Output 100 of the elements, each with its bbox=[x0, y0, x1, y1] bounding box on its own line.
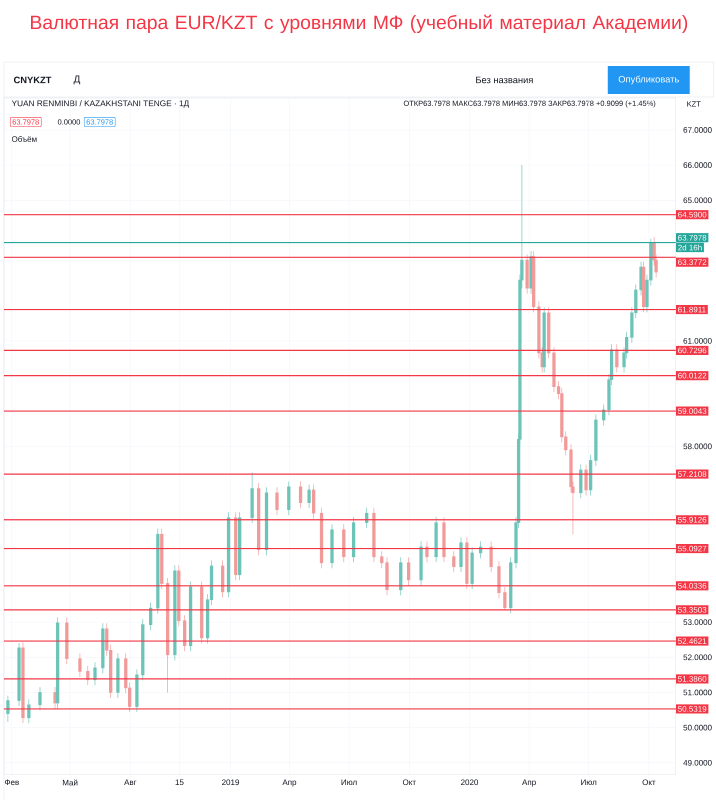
text: Без названия bbox=[476, 76, 532, 84]
candlestick bbox=[21, 642, 24, 724]
x-tick-label: Апр bbox=[282, 779, 296, 787]
x-tick-label: Фев bbox=[4, 779, 19, 786]
ref-line-label: 50.5319 bbox=[678, 706, 706, 712]
candlestick bbox=[234, 512, 238, 580]
candlestick bbox=[614, 344, 618, 373]
text: 2d 16h bbox=[678, 244, 702, 250]
x-tick-label: Июл bbox=[341, 779, 356, 786]
candlestick bbox=[238, 512, 242, 580]
candlestick bbox=[38, 686, 42, 710]
ref-line-label: 63.7978 bbox=[678, 234, 706, 241]
candlestick bbox=[78, 653, 82, 677]
candlestick bbox=[140, 619, 144, 680]
y-tick-label: 52.0000 bbox=[683, 654, 712, 660]
candlestick bbox=[182, 615, 186, 652]
ref-line-label: 59.0043 bbox=[678, 408, 706, 414]
ref-line-label: 61.8911 bbox=[678, 306, 706, 312]
candlestick bbox=[156, 528, 160, 614]
candlestick bbox=[352, 517, 356, 562]
candlestick bbox=[508, 557, 512, 614]
candlestick bbox=[452, 551, 456, 572]
candlestick bbox=[275, 487, 278, 516]
candlestick bbox=[26, 699, 30, 724]
ref-line-label: 53.3503 bbox=[678, 607, 706, 613]
candlestick bbox=[602, 404, 606, 426]
candlestick bbox=[135, 669, 138, 712]
candlestick bbox=[489, 541, 493, 572]
x-tick-label: Окт bbox=[642, 779, 656, 786]
text: CNYKZT bbox=[14, 76, 52, 84]
candlestick bbox=[542, 307, 546, 373]
candlestick bbox=[425, 541, 428, 562]
ref-line-label: 57.2108 bbox=[678, 471, 706, 477]
ref-line-label: 54.0336 bbox=[678, 582, 706, 589]
ref-line-label: 55.9126 bbox=[678, 516, 706, 523]
candlestick bbox=[459, 537, 462, 572]
ref-line-label: 64.5900 bbox=[678, 212, 706, 218]
candlestick bbox=[532, 250, 536, 312]
candlestick bbox=[385, 557, 388, 596]
candlestick bbox=[470, 547, 474, 590]
candlestick bbox=[100, 623, 104, 674]
ref-line-label: 55.0927 bbox=[678, 546, 706, 552]
annotation: YUAN RENMINBI / KAZAKHSTANI TENGE · 1Д bbox=[12, 100, 189, 108]
y-tick-label: 53.0000 bbox=[683, 619, 712, 625]
x-tick-label: Окт bbox=[402, 779, 416, 786]
candlestick bbox=[398, 557, 402, 596]
y-tick-label: 51.0000 bbox=[683, 690, 712, 696]
candlestick bbox=[220, 560, 224, 598]
ref-line-label: 60.7296 bbox=[678, 348, 706, 354]
candlestick bbox=[434, 517, 438, 562]
y-tick-label: 61.0000 bbox=[683, 338, 712, 344]
candlestick bbox=[148, 602, 152, 630]
ref-line-label: 60.0122 bbox=[678, 372, 706, 378]
ref-line-label: 51.3860 bbox=[678, 676, 706, 682]
y-tick-label: 50.0000 bbox=[683, 724, 712, 730]
candlestick bbox=[584, 464, 588, 496]
x-tick-label: 2020 bbox=[460, 779, 478, 786]
candlestick bbox=[578, 464, 582, 498]
text: Опубликовать bbox=[618, 76, 679, 84]
candlestick bbox=[330, 524, 334, 568]
candlestick bbox=[419, 541, 422, 586]
candlestick bbox=[160, 528, 164, 590]
candlestick bbox=[465, 537, 468, 590]
candlestick bbox=[642, 261, 646, 312]
x-tick-label: Май bbox=[62, 779, 78, 786]
candlestick bbox=[93, 662, 96, 686]
candlestick bbox=[406, 557, 410, 586]
x-tick-label: 2019 bbox=[222, 779, 239, 786]
candlestick bbox=[298, 481, 302, 508]
ref-line-label: 63.3772 bbox=[678, 259, 706, 265]
candlestick bbox=[312, 484, 316, 519]
y-tick-label: 66.0000 bbox=[683, 162, 712, 168]
candlestick bbox=[172, 565, 176, 660]
annotation: Объём bbox=[12, 136, 36, 142]
candlestick bbox=[594, 414, 598, 466]
candlestick bbox=[200, 581, 204, 644]
chart-title: Валютная пара EUR/KZT с уровнями МФ (учебный материал Академии) bbox=[30, 14, 687, 34]
x-tick-label: Июл bbox=[580, 779, 596, 786]
candlestick bbox=[56, 617, 60, 709]
candlestick bbox=[286, 481, 290, 516]
candlestick bbox=[256, 482, 260, 556]
candlestick bbox=[17, 642, 20, 706]
candlestick bbox=[546, 307, 550, 358]
candlestick bbox=[250, 472, 254, 524]
candlestick bbox=[64, 617, 68, 664]
x-tick-label: Апр bbox=[522, 779, 536, 787]
y-tick-label: 67.0000 bbox=[683, 127, 712, 133]
x-tick-label: Авг bbox=[124, 779, 136, 785]
y-tick-label: 49.0000 bbox=[683, 760, 712, 766]
candlestick bbox=[497, 561, 500, 598]
x-tick-label: 15 bbox=[175, 779, 184, 786]
candlestick bbox=[525, 254, 529, 294]
ref-line-label: 52.4621 bbox=[678, 638, 706, 644]
candlestick bbox=[380, 551, 384, 568]
text: Д bbox=[73, 76, 80, 84]
candlestick bbox=[342, 524, 346, 562]
candlestick bbox=[176, 565, 180, 626]
candlestick bbox=[588, 454, 592, 496]
candlestick bbox=[502, 587, 506, 610]
candlestick bbox=[307, 484, 310, 508]
